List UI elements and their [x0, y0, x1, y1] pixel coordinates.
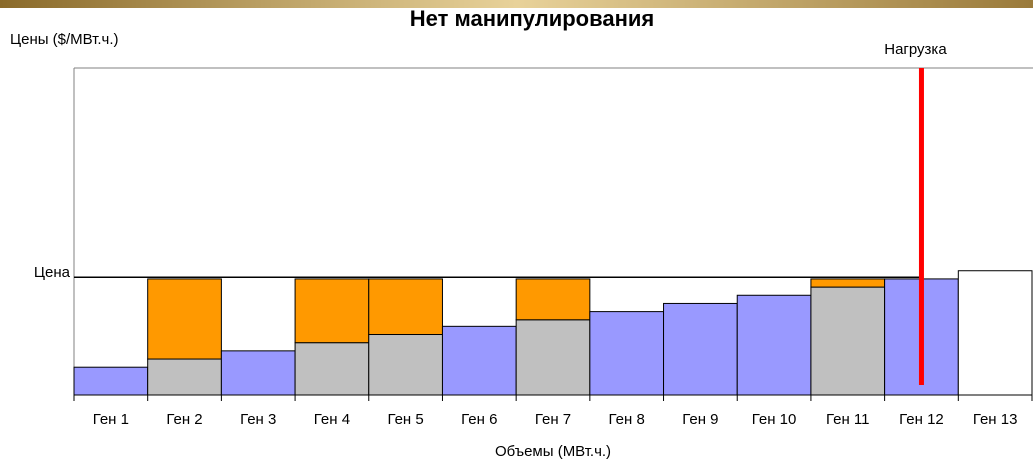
- x-tick-label: Ген 7: [535, 411, 571, 428]
- price-label: Цена: [34, 264, 71, 281]
- bar-segment: [147, 278, 222, 360]
- x-tick-label: Ген 8: [609, 411, 645, 428]
- x-tick-label: Ген 3: [240, 411, 276, 428]
- x-tick-label: Ген 2: [166, 411, 202, 428]
- bar-segment: [663, 302, 738, 396]
- y-axis-label: Цены ($/МВт.ч.): [10, 31, 119, 48]
- bar-segment: [368, 278, 443, 336]
- header-band: [0, 0, 1033, 8]
- bar-segment: [810, 286, 886, 396]
- bar-segment: [441, 325, 517, 396]
- bar-segment: [220, 350, 296, 396]
- bar-segment: [589, 311, 665, 396]
- bar-segment: [810, 278, 886, 288]
- x-tick-label: Ген 1: [93, 411, 129, 428]
- bar-segment: [147, 358, 222, 396]
- x-tick-label: Ген 10: [752, 411, 797, 428]
- x-tick-label: Ген 9: [682, 411, 718, 428]
- x-tick-label: Ген 12: [899, 411, 944, 428]
- bar-segment: [736, 294, 812, 396]
- x-tick-label: Ген 13: [973, 411, 1018, 428]
- bar-segment: [368, 334, 443, 396]
- x-tick-label: Ген 11: [826, 411, 869, 428]
- x-tick-label: Ген 5: [387, 411, 423, 428]
- chart-title: Нет манипулирования: [410, 6, 654, 31]
- bar-segment: [294, 342, 370, 396]
- bar-segment: [294, 278, 370, 344]
- bar-segment: [957, 270, 1033, 396]
- x-tick-label: Ген 4: [314, 411, 350, 428]
- bar-segment: [73, 366, 149, 396]
- x-tick-label: Ген 6: [461, 411, 497, 428]
- bar-segment: [515, 319, 591, 396]
- x-axis-label: Объемы (МВт.ч.): [495, 443, 611, 460]
- load-label: Нагрузка: [884, 41, 947, 58]
- bar-segment: [515, 278, 591, 321]
